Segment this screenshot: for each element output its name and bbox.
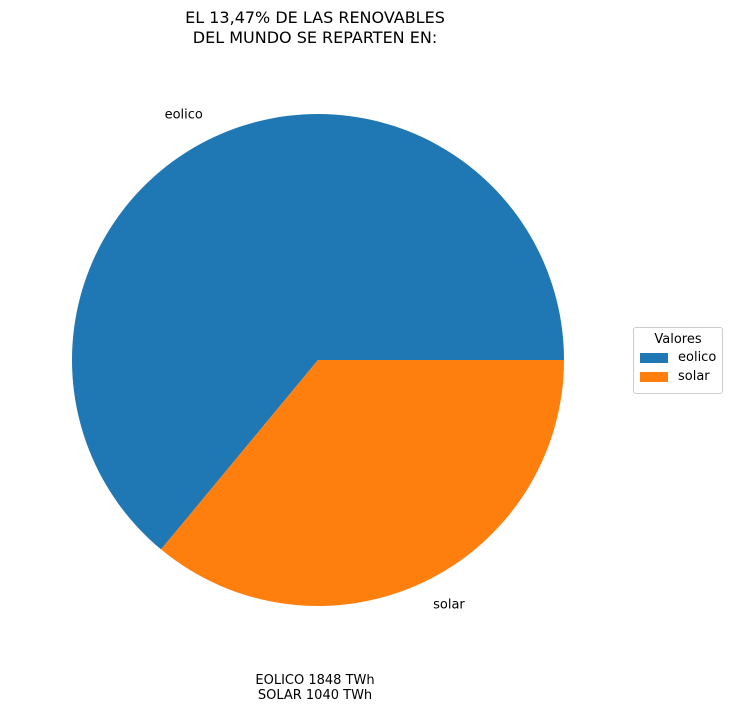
- pie-slice-eolico: [71, 114, 564, 550]
- legend-entry-solar: solar: [640, 367, 722, 386]
- footnote: EOLICO 1848 TWh SOLAR 1040 TWh: [200, 673, 430, 703]
- legend: Valores eolico solar: [633, 327, 723, 394]
- legend-label-eolico: eolico: [678, 350, 717, 365]
- legend-swatch-eolico: [640, 352, 668, 363]
- chart-title-line-2: DEL MUNDO SE REPARTEN EN:: [192, 28, 438, 47]
- chart-title: EL 13,47% DE LAS RENOVABLES DEL MUNDO SE…: [0, 8, 630, 48]
- legend-entry-eolico: eolico: [640, 348, 722, 367]
- footnote-line-2: SOLAR 1040 TWh: [257, 688, 373, 703]
- footnote-line-1: EOLICO 1848 TWh: [255, 673, 375, 688]
- legend-label-solar: solar: [678, 369, 710, 384]
- chart-title-line-1: EL 13,47% DE LAS RENOVABLES: [185, 8, 445, 27]
- pie-label-eolico: eolico: [165, 108, 203, 123]
- legend-swatch-solar: [640, 371, 668, 382]
- legend-title: Valores: [654, 332, 702, 347]
- pie-label-solar: solar: [433, 597, 465, 612]
- pie-slice-solar: [161, 360, 564, 607]
